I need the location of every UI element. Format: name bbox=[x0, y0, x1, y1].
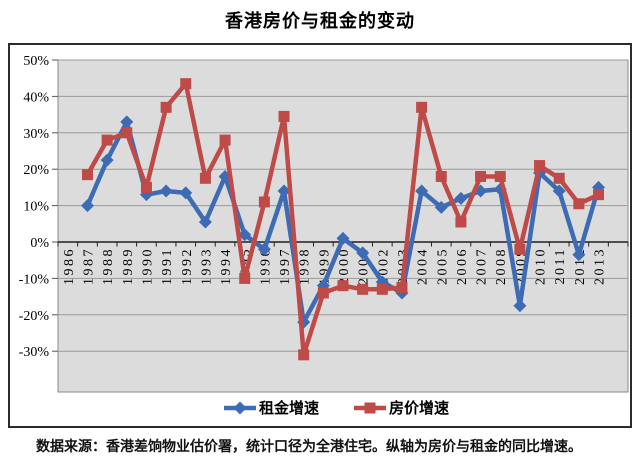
y-tick-label: 40% bbox=[23, 90, 49, 105]
plot-area bbox=[57, 59, 629, 393]
series-marker-price bbox=[455, 216, 467, 228]
series-marker-price bbox=[376, 283, 388, 295]
series-marker-rent bbox=[415, 184, 429, 198]
legend-label-price: 房价增速 bbox=[389, 399, 449, 417]
y-tick-label: 20% bbox=[23, 163, 49, 178]
series-marker-price bbox=[81, 169, 93, 181]
series-marker-price bbox=[140, 181, 152, 193]
series-marker-rent bbox=[100, 153, 114, 167]
series-marker-rent bbox=[159, 184, 173, 198]
grid-layer bbox=[58, 59, 628, 352]
series-marker-price bbox=[121, 127, 133, 139]
series-marker-rent bbox=[179, 186, 193, 200]
series-marker-price bbox=[593, 189, 605, 201]
x-tick-label: 2010 bbox=[534, 247, 549, 285]
x-tick-label: 2007 bbox=[475, 247, 490, 285]
y-tick-label: 30% bbox=[23, 127, 49, 142]
series-marker-price bbox=[239, 272, 251, 284]
x-tick-label: 1986 bbox=[62, 247, 77, 285]
series-layer bbox=[80, 78, 606, 361]
x-tick-label: 1998 bbox=[298, 247, 313, 285]
x-tick-label: 1996 bbox=[258, 247, 273, 285]
x-tick-label: 2005 bbox=[435, 247, 450, 285]
series-marker-rent bbox=[80, 199, 94, 213]
series-marker-rent bbox=[434, 200, 448, 214]
series-marker-rent bbox=[572, 248, 586, 262]
series-marker-price bbox=[396, 282, 408, 293]
x-tick-label: 2000 bbox=[337, 247, 352, 285]
series-marker-rent bbox=[552, 184, 566, 198]
x-tick-label: 1990 bbox=[140, 247, 155, 285]
y-tick-label: -10% bbox=[19, 272, 50, 287]
chart-title: 香港房价与租金的变动 bbox=[225, 11, 415, 31]
series-marker-price bbox=[514, 243, 526, 255]
legend-label-rent: 租金增速 bbox=[259, 399, 319, 417]
series-marker-price bbox=[416, 101, 428, 113]
series-marker-rent bbox=[454, 191, 468, 205]
series-marker-rent bbox=[257, 242, 271, 256]
series-marker-price bbox=[160, 101, 172, 113]
y-tick-label: -20% bbox=[19, 309, 50, 324]
series-marker-price bbox=[101, 134, 113, 146]
series-marker-price bbox=[278, 110, 290, 122]
series-marker-rent bbox=[277, 184, 291, 198]
series-marker-price bbox=[219, 134, 231, 146]
x-tick-label: 1989 bbox=[121, 247, 136, 285]
series-marker-price bbox=[553, 172, 565, 184]
y-tick-label: 10% bbox=[23, 200, 49, 215]
series-marker-price bbox=[573, 198, 585, 210]
series-marker-price bbox=[298, 349, 310, 361]
legend-diamond-marker-rent bbox=[233, 401, 247, 415]
series-marker-price bbox=[357, 283, 369, 295]
y-tick-label: -30% bbox=[19, 345, 50, 360]
series-marker-rent bbox=[513, 299, 527, 313]
x-tick-label: 1992 bbox=[180, 247, 195, 285]
series-marker-rent bbox=[356, 246, 370, 260]
x-tick-label: 2006 bbox=[455, 247, 470, 285]
legend-square-marker-price bbox=[364, 402, 376, 414]
x-tick-label: 1991 bbox=[160, 247, 175, 285]
series-marker-rent bbox=[336, 231, 350, 245]
series-marker-price bbox=[534, 160, 546, 172]
source-note: 数据来源：香港差饷物业估价署，统计口径为全港住宅。纵轴为房价与租金的同比增速。 bbox=[36, 438, 582, 454]
series-marker-price bbox=[337, 280, 349, 292]
x-tick-label: 1997 bbox=[278, 247, 293, 285]
x-tick-label: 1987 bbox=[81, 247, 96, 285]
x-tick-label: 1993 bbox=[199, 247, 214, 285]
series-marker-rent bbox=[238, 228, 252, 242]
series-marker-rent bbox=[198, 215, 212, 229]
x-tick-label: 2013 bbox=[593, 247, 608, 285]
series-marker-price bbox=[180, 78, 192, 90]
series-marker-price bbox=[199, 172, 211, 184]
series-marker-price bbox=[435, 170, 447, 182]
y-tick-label: 0% bbox=[30, 236, 49, 251]
x-tick-label: 1994 bbox=[219, 247, 234, 285]
series-marker-price bbox=[494, 170, 506, 182]
series-marker-rent bbox=[120, 115, 134, 129]
series-marker-price bbox=[258, 196, 270, 208]
x-tick-label: 1988 bbox=[101, 247, 116, 285]
x-tick-label: 2004 bbox=[416, 247, 431, 285]
series-marker-price bbox=[475, 170, 487, 182]
series-marker-price bbox=[317, 287, 329, 299]
y-tick-label: 50% bbox=[23, 54, 49, 69]
legend: 租金增速 房价增速 bbox=[224, 399, 449, 417]
x-tick-label: 2008 bbox=[494, 247, 509, 285]
x-tick-label: 2011 bbox=[553, 247, 568, 284]
